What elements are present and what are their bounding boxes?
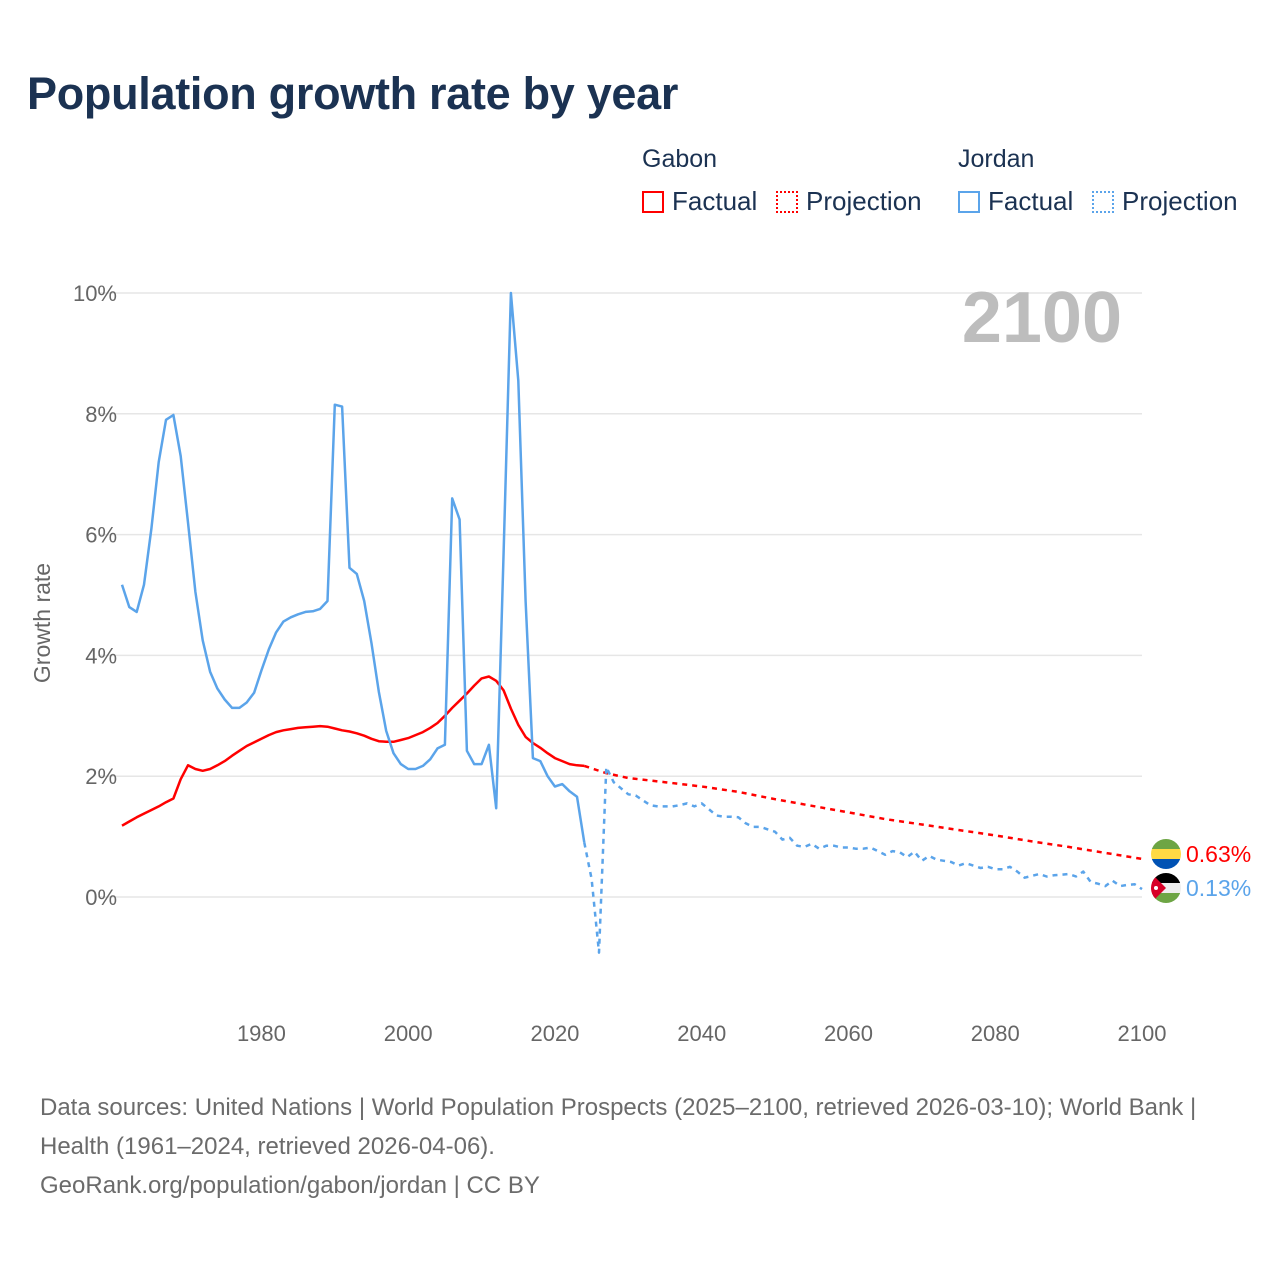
y-tick-label: 8% xyxy=(85,402,117,427)
legend-group-jordan: Jordan xyxy=(958,145,1035,173)
current-year-label: 2100 xyxy=(962,278,1122,358)
dotted-swatch-icon xyxy=(776,190,798,213)
x-tick-label: 2040 xyxy=(677,1021,726,1046)
y-tick-label: 0% xyxy=(85,885,117,910)
jordan-projection-line xyxy=(583,765,1143,954)
x-tick-label: 2080 xyxy=(971,1021,1020,1046)
gabon-end-value: 0.63% xyxy=(1186,841,1251,867)
legend-jordan-projection[interactable]: Projection xyxy=(1092,186,1238,217)
legend-group-gabon: Gabon xyxy=(642,145,718,173)
x-tick-label: 2100 xyxy=(1118,1021,1167,1046)
dotted-swatch-icon xyxy=(1092,190,1114,213)
x-tick-label: 1980 xyxy=(237,1021,286,1046)
y-tick-label: 6% xyxy=(85,523,117,548)
data-sources: Data sources: United Nations | World Pop… xyxy=(40,1094,1197,1160)
y-axis-label: Growth rate xyxy=(29,563,55,683)
line-chart: 0% 2% 4% 6% 8% 10% 1980 2000 2020 2040 2060 2080 210… xyxy=(29,278,1251,1046)
legend-label: Projection xyxy=(1122,186,1238,216)
gabon-projection-line xyxy=(583,764,1143,861)
x-tick-label: 2000 xyxy=(384,1021,433,1046)
y-tick-label: 4% xyxy=(85,643,117,668)
footer: Data sources: United Nations | World Pop… xyxy=(40,1088,1240,1205)
x-tick-label: 2020 xyxy=(530,1021,579,1046)
page-title: Population growth rate by year xyxy=(27,68,679,119)
solid-swatch-icon xyxy=(642,190,664,213)
jordan-flag-icon xyxy=(1151,873,1181,903)
gabon-flag-icon xyxy=(1151,839,1181,869)
x-tick-label: 2060 xyxy=(824,1021,873,1046)
legend-label: Projection xyxy=(806,186,922,216)
attribution-link[interactable]: GeoRank.org/population/gabon/jordan | CC… xyxy=(40,1172,540,1199)
y-tick-label: 2% xyxy=(85,764,117,789)
legend-label: Factual xyxy=(672,186,758,216)
legend-gabon-projection[interactable]: Projection xyxy=(776,186,922,217)
legend-jordan-factual[interactable]: Factual xyxy=(958,186,1073,217)
y-tick-label: 10% xyxy=(73,281,117,306)
jordan-end-value: 0.13% xyxy=(1186,875,1251,901)
legend-gabon-factual[interactable]: Factual xyxy=(642,186,757,217)
legend-label: Factual xyxy=(988,186,1074,216)
jordan-factual-line xyxy=(120,291,586,843)
gabon-factual-line xyxy=(121,675,585,827)
solid-swatch-icon xyxy=(958,190,980,213)
